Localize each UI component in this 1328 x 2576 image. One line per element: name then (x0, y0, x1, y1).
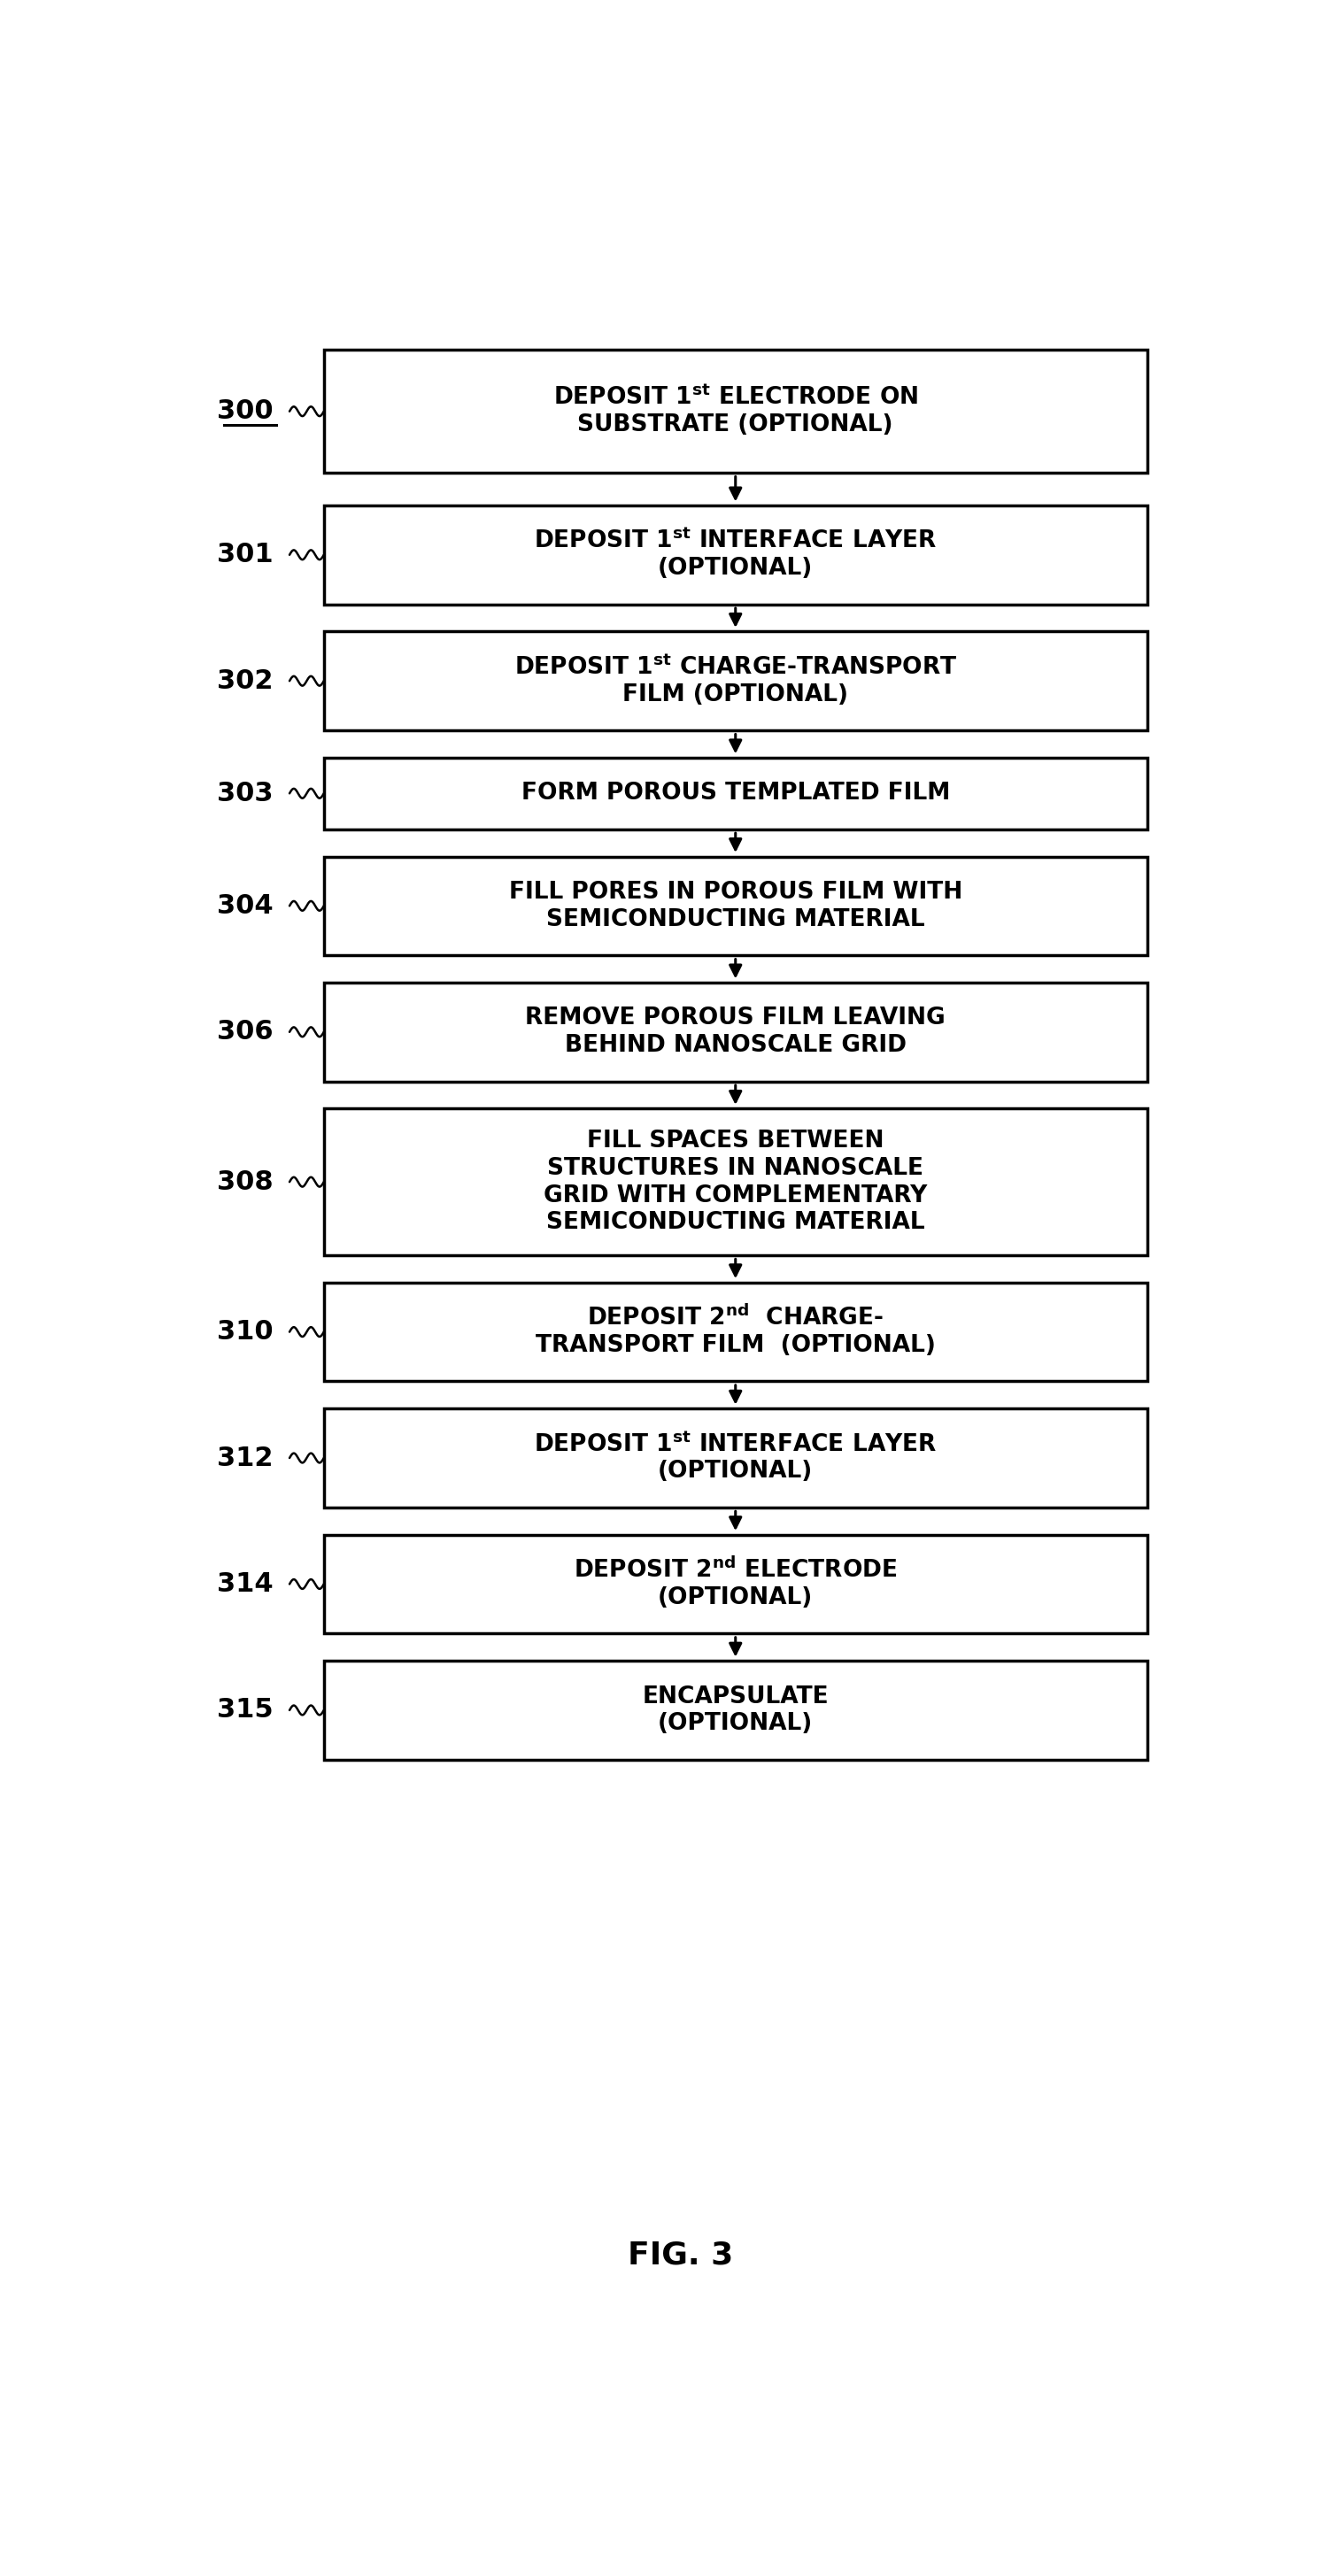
Text: 301: 301 (216, 541, 274, 567)
Text: FILL SPACES BETWEEN: FILL SPACES BETWEEN (587, 1128, 884, 1151)
Text: 303: 303 (216, 781, 274, 806)
Text: (OPTIONAL): (OPTIONAL) (657, 1587, 813, 1610)
Bar (324, 1662, 1147, 1759)
Text: FORM POROUS TEMPLATED FILM: FORM POROUS TEMPLATED FILM (521, 783, 950, 804)
Text: DEPOSIT 1$^{\mathbf{st}}$ INTERFACE LAYER: DEPOSIT 1$^{\mathbf{st}}$ INTERFACE LAYE… (534, 528, 938, 554)
Text: 315: 315 (216, 1698, 274, 1723)
Text: 302: 302 (216, 667, 274, 693)
Text: DEPOSIT 1$^{\mathbf{st}}$ ELECTRODE ON: DEPOSIT 1$^{\mathbf{st}}$ ELECTRODE ON (552, 386, 918, 410)
Text: FILL PORES IN POROUS FILM WITH: FILL PORES IN POROUS FILM WITH (509, 881, 963, 904)
Bar (324, 350, 1147, 474)
Text: REMOVE POROUS FILM LEAVING: REMOVE POROUS FILM LEAVING (526, 1007, 946, 1030)
Text: 304: 304 (216, 894, 274, 920)
Text: SEMICONDUCTING MATERIAL: SEMICONDUCTING MATERIAL (546, 907, 924, 930)
Text: STRUCTURES IN NANOSCALE: STRUCTURES IN NANOSCALE (547, 1157, 924, 1180)
Text: FIG. 3: FIG. 3 (628, 2241, 733, 2269)
Text: 300: 300 (216, 399, 274, 425)
Text: FILM (OPTIONAL): FILM (OPTIONAL) (623, 683, 849, 706)
Text: 306: 306 (216, 1020, 274, 1046)
Bar (324, 757, 1147, 829)
Text: 312: 312 (216, 1445, 274, 1471)
Text: GRID WITH COMPLEMENTARY: GRID WITH COMPLEMENTARY (543, 1185, 927, 1208)
Text: DEPOSIT 2$^{\mathbf{nd}}$ ELECTRODE: DEPOSIT 2$^{\mathbf{nd}}$ ELECTRODE (574, 1558, 898, 1584)
Bar (324, 1535, 1147, 1633)
Text: SEMICONDUCTING MATERIAL: SEMICONDUCTING MATERIAL (546, 1211, 924, 1234)
Text: (OPTIONAL): (OPTIONAL) (657, 1713, 813, 1736)
Text: SUBSTRATE (OPTIONAL): SUBSTRATE (OPTIONAL) (578, 415, 894, 435)
Bar (324, 1409, 1147, 1507)
Bar (324, 855, 1147, 956)
Text: 310: 310 (216, 1319, 274, 1345)
Bar (324, 631, 1147, 732)
Text: TRANSPORT FILM  (OPTIONAL): TRANSPORT FILM (OPTIONAL) (535, 1334, 935, 1358)
Text: 308: 308 (216, 1170, 274, 1195)
Bar (324, 981, 1147, 1082)
Text: (OPTIONAL): (OPTIONAL) (657, 556, 813, 580)
Bar (324, 505, 1147, 605)
Text: 314: 314 (216, 1571, 274, 1597)
Text: DEPOSIT 2$^{\mathbf{nd}}$  CHARGE-: DEPOSIT 2$^{\mathbf{nd}}$ CHARGE- (587, 1306, 884, 1332)
Bar (324, 1283, 1147, 1381)
Text: (OPTIONAL): (OPTIONAL) (657, 1461, 813, 1484)
Text: DEPOSIT 1$^{\mathbf{st}}$ INTERFACE LAYER: DEPOSIT 1$^{\mathbf{st}}$ INTERFACE LAYE… (534, 1432, 938, 1455)
Text: ENCAPSULATE: ENCAPSULATE (643, 1685, 829, 1708)
Text: DEPOSIT 1$^{\mathbf{st}}$ CHARGE-TRANSPORT: DEPOSIT 1$^{\mathbf{st}}$ CHARGE-TRANSPO… (514, 654, 957, 680)
Bar (324, 1108, 1147, 1255)
Text: BEHIND NANOSCALE GRID: BEHIND NANOSCALE GRID (564, 1033, 906, 1056)
